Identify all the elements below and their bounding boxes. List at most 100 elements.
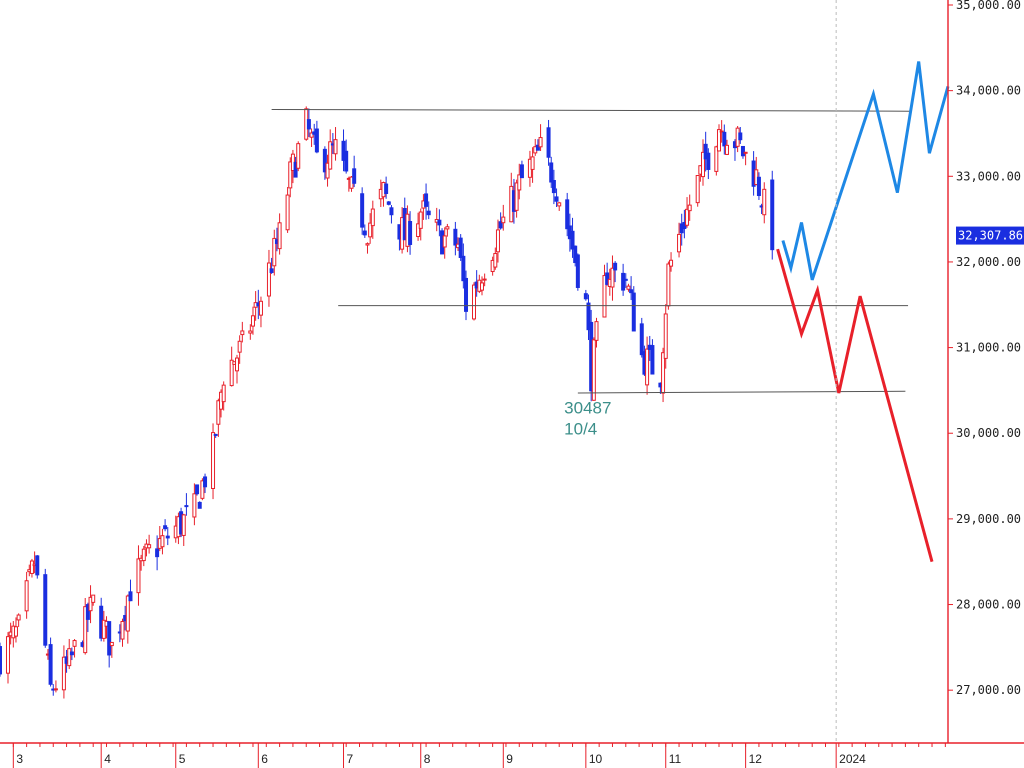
candle-down — [107, 621, 112, 656]
candle-up — [530, 156, 535, 170]
candle-down — [48, 644, 53, 685]
y-axis-ticks: 35,000.00 34,000.00 33,000.00 32,000.00 31,0… — [948, 0, 1021, 697]
candle-up — [743, 151, 748, 154]
candle-up — [120, 621, 125, 640]
forecast-line — [781, 61, 950, 281]
candle-down — [738, 132, 743, 141]
candle-up — [160, 535, 165, 548]
candle-down — [461, 255, 466, 282]
candle-up — [610, 267, 615, 288]
candle-down — [203, 476, 208, 488]
candle-down — [293, 161, 298, 178]
candle-up — [418, 211, 423, 229]
candle-down — [613, 262, 618, 271]
candle-down — [362, 230, 367, 236]
candle-down — [453, 228, 458, 246]
candle-up — [328, 141, 333, 170]
candle-up — [677, 233, 682, 253]
candle-up — [296, 143, 301, 169]
candle-up — [626, 285, 631, 290]
candle-up — [53, 688, 58, 691]
candle-down — [344, 150, 349, 172]
candle-up — [724, 144, 729, 155]
candle-up — [445, 226, 450, 230]
candle-up — [211, 432, 216, 489]
candle-up — [136, 558, 141, 594]
current-price-marker: 32,307.86 — [956, 226, 1024, 245]
candle-up — [762, 188, 767, 216]
candle-down — [573, 245, 578, 264]
horizontal-line — [577, 390, 906, 394]
candle-up — [67, 648, 72, 667]
candle-down — [85, 604, 90, 620]
candle-up — [109, 641, 114, 647]
candle-up — [645, 348, 650, 386]
candle-up — [472, 284, 476, 320]
candle-up — [370, 208, 375, 227]
candle-up — [602, 275, 607, 318]
candle-up — [695, 175, 700, 204]
candle-down — [498, 221, 503, 229]
candle-up — [538, 137, 543, 148]
candle-up — [91, 594, 96, 603]
x-tick-label: 9 — [506, 752, 513, 766]
candle-up — [685, 208, 690, 226]
y-tick-label: 28,000.00 — [956, 598, 1021, 612]
candle-up — [701, 151, 706, 178]
candle-up — [557, 202, 562, 207]
candle-up — [250, 315, 255, 327]
candle-down — [197, 501, 202, 509]
low-annotation: 30487 10/4 — [564, 399, 611, 439]
candle-down — [195, 484, 200, 495]
candle-up — [716, 129, 721, 152]
candle-down — [426, 210, 431, 216]
y-tick-label: 31,000.00 — [956, 341, 1021, 355]
candle-down — [605, 272, 610, 285]
x-axis-ticks: 3 4 5 6 7 8 9 10 11 12 2024 — [12, 743, 946, 768]
candle-down — [551, 180, 556, 194]
candle-up — [221, 384, 226, 403]
candle-up — [309, 132, 314, 138]
y-tick-label: 30,000.00 — [956, 426, 1021, 440]
candle-down — [352, 168, 357, 184]
candle-up — [416, 223, 421, 238]
candle-up — [288, 161, 293, 189]
forecast-line — [776, 248, 934, 563]
x-tick-label: 11 — [669, 752, 682, 766]
candle-up — [229, 359, 234, 387]
candle-down — [621, 272, 626, 291]
candle-up — [285, 194, 290, 231]
candle-up — [141, 548, 146, 562]
candle-up — [333, 139, 338, 155]
y-tick-label: 27,000.00 — [956, 683, 1021, 697]
candle-up — [594, 321, 599, 341]
candle-up — [666, 263, 671, 307]
candle-up — [368, 222, 373, 238]
candle-up — [5, 636, 10, 674]
candle-down — [575, 254, 580, 288]
candle-up — [479, 282, 484, 291]
candle-down — [519, 164, 524, 179]
candle-down — [0, 646, 2, 675]
candle-up — [277, 222, 282, 250]
candle-down — [740, 145, 745, 157]
candle-down — [43, 574, 48, 646]
x-tick-label: 3 — [16, 752, 23, 766]
candle-down — [623, 278, 628, 281]
candle-down — [639, 323, 644, 356]
candle-down — [314, 128, 319, 153]
candle-down — [360, 193, 365, 228]
candle-down — [165, 535, 170, 539]
candle-up — [501, 216, 506, 224]
annotation-date: 10/4 — [564, 420, 597, 439]
x-tick-label: 7 — [347, 752, 354, 766]
x-tick-label: 12 — [749, 752, 763, 766]
horizontal-line — [271, 108, 911, 112]
forecast-paths — [776, 61, 950, 563]
candle-up — [181, 514, 186, 536]
candle-up — [663, 313, 668, 359]
candle-down — [386, 201, 391, 205]
candle-down — [213, 433, 218, 436]
annotation-price: 30487 — [564, 399, 611, 418]
candle-up — [29, 560, 34, 574]
